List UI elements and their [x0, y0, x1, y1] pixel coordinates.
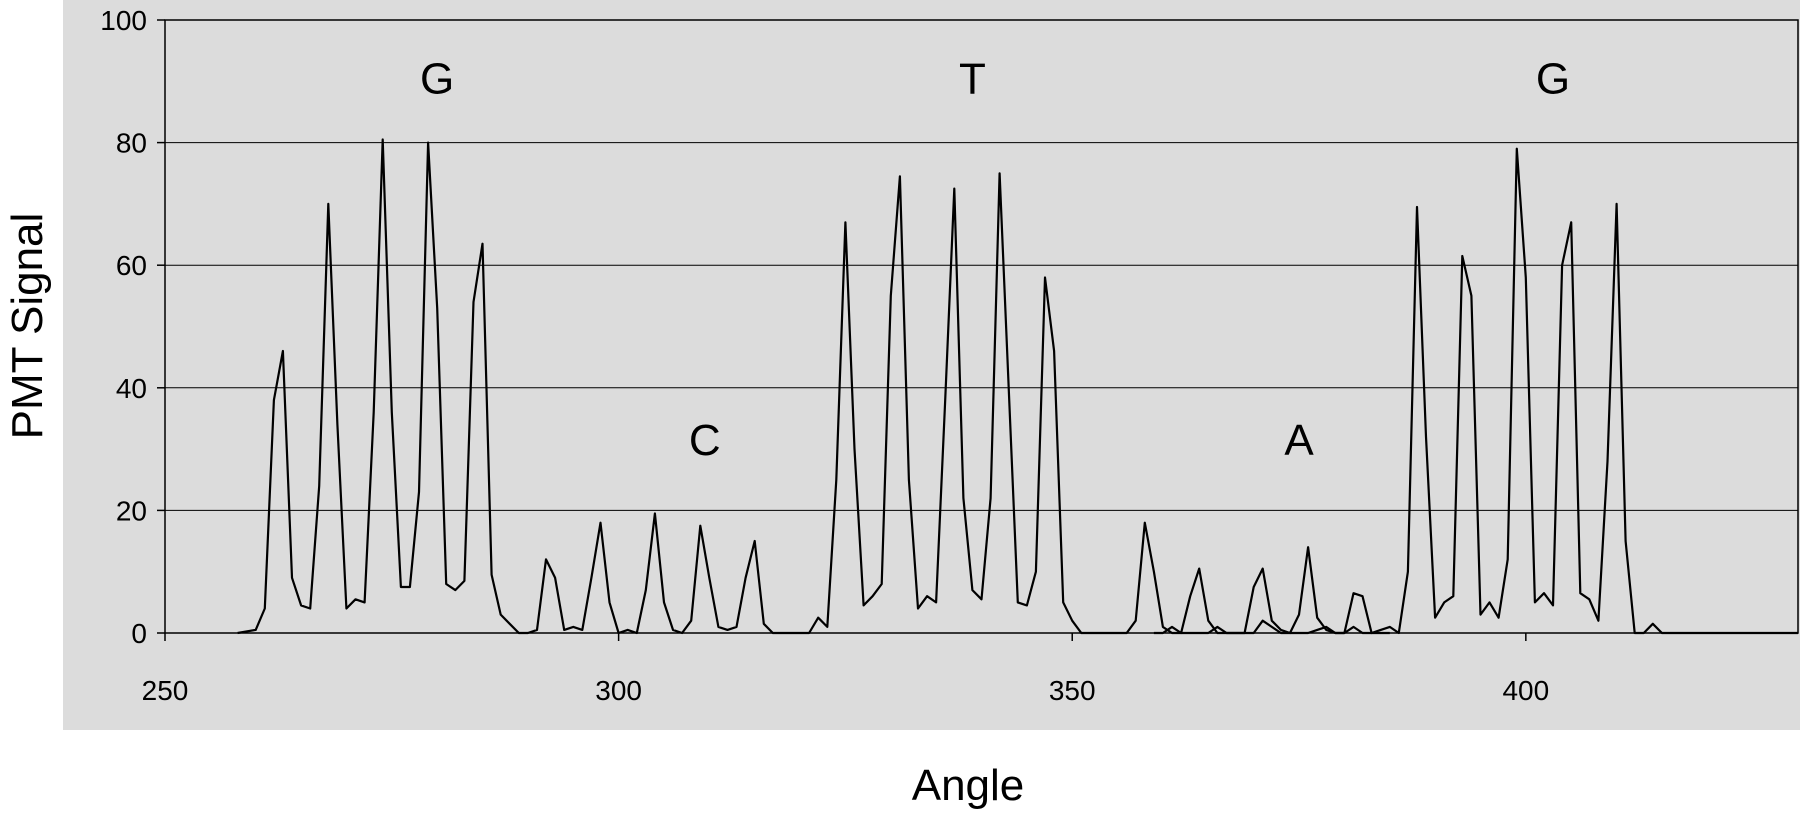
y-tick-label: 80	[116, 128, 147, 159]
y-tick-labels: 0 20 40 60 80 100	[100, 5, 165, 649]
series-line-1	[237, 138, 1798, 635]
x-tick-label: 300	[595, 675, 642, 706]
y-axis-title: PMT Signal	[3, 213, 52, 440]
x-tick-labels: 250 300 350 400	[142, 633, 1549, 706]
series-lines	[237, 138, 1798, 635]
peak-label-C: C	[689, 416, 721, 465]
x-tick-label: 350	[1049, 675, 1096, 706]
peak-label-A: A	[1284, 416, 1314, 465]
y-tick-label: 40	[116, 373, 147, 404]
y-tick-label: 20	[116, 495, 147, 526]
y-tick-label: 0	[131, 618, 147, 649]
y-tick-label: 60	[116, 250, 147, 281]
series-line-2	[1153, 619, 1390, 635]
peak-label-T: T	[959, 55, 986, 104]
x-tick-label: 250	[142, 675, 189, 706]
peak-annotations: G C T A G	[420, 55, 1570, 466]
peak-label-G: G	[420, 55, 454, 104]
plot-area-background	[164, 19, 1799, 634]
x-tick-label: 400	[1502, 675, 1549, 706]
x-axis-title: Angle	[912, 761, 1025, 810]
peak-label-G: G	[1536, 55, 1570, 104]
y-tick-label: 100	[100, 5, 147, 36]
